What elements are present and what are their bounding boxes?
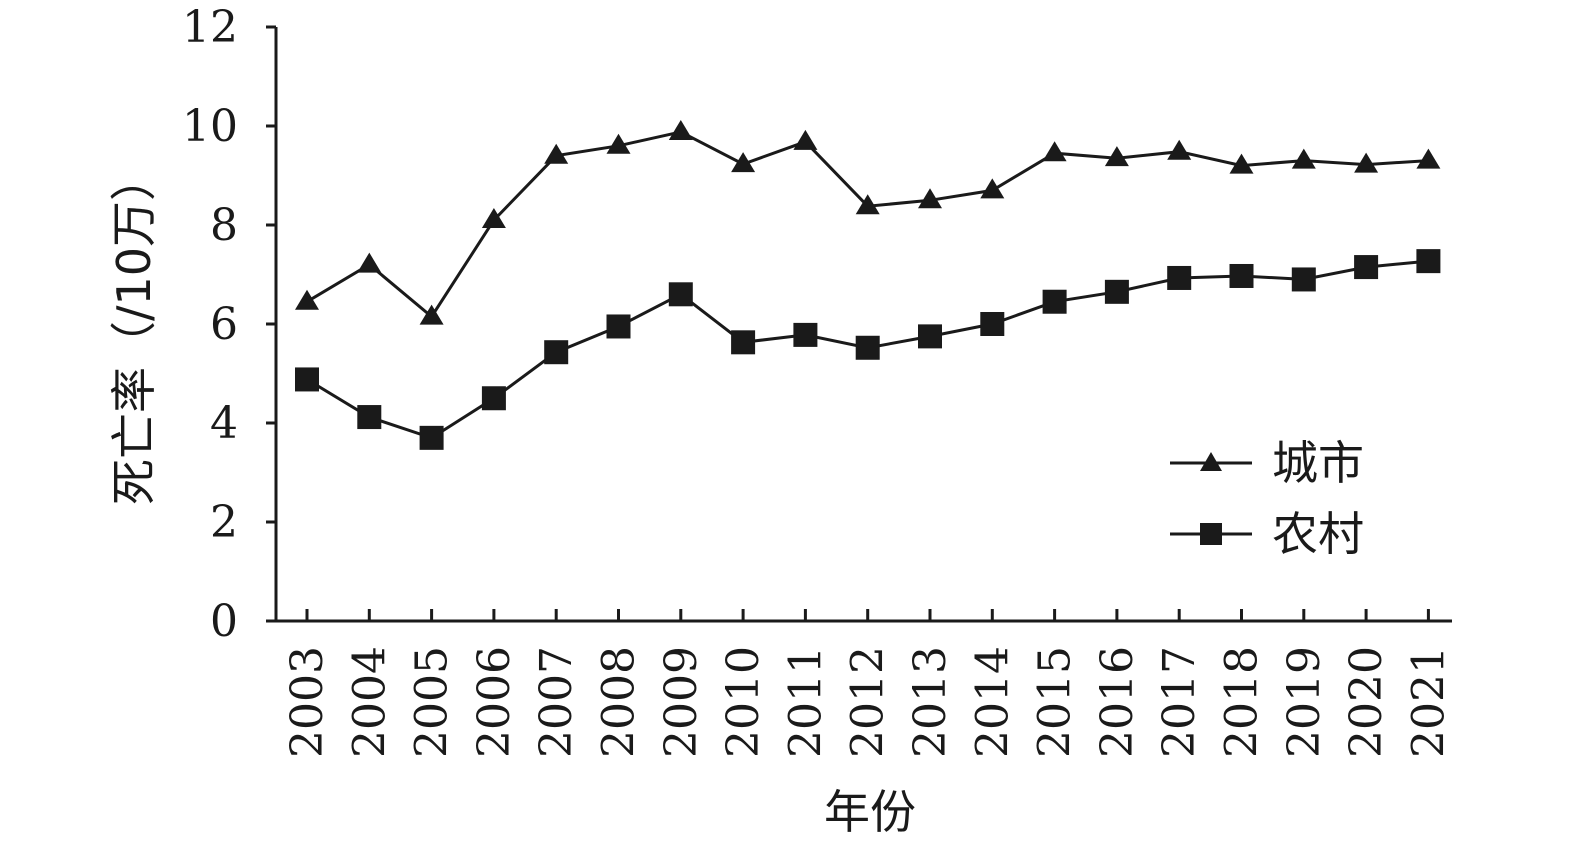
x-tick-label: 2021 <box>1403 646 1454 758</box>
x-tick-label: 2018 <box>1217 646 1268 758</box>
data-point-square <box>357 405 382 430</box>
y-ticks: 0 2 4 6 8 10 12 <box>182 2 276 647</box>
x-tick-label: 2009 <box>656 646 707 758</box>
data-point-triangle <box>295 289 319 310</box>
x-tick-label: 2016 <box>1092 646 1143 758</box>
data-point-triangle <box>731 152 756 173</box>
data-point-square <box>544 340 569 365</box>
data-point-square <box>419 425 444 450</box>
data-point-triangle <box>481 208 506 229</box>
x-tick-label: 2008 <box>594 646 645 758</box>
data-point-triangle <box>1104 146 1129 167</box>
data-point-triangle <box>1042 141 1067 162</box>
x-tick-label: 2004 <box>344 646 395 758</box>
y-tick-label: 8 <box>210 200 238 251</box>
data-point-square <box>1229 263 1254 288</box>
x-tick-label: 2003 <box>282 646 333 758</box>
series-line-0 <box>306 130 1429 319</box>
y-tick-label: 2 <box>210 497 238 548</box>
data-point-square <box>1042 289 1067 314</box>
data-point-square <box>1104 279 1129 304</box>
data-point-triangle <box>357 252 382 273</box>
data-point-triangle <box>793 129 818 150</box>
data-point-triangle <box>419 304 444 325</box>
legend-square-marker <box>1200 523 1222 545</box>
data-point-square <box>731 330 756 355</box>
x-axis-title: 年份 <box>824 785 916 839</box>
x-tick-label: 2007 <box>531 646 582 758</box>
data-point-square <box>1291 267 1316 292</box>
data-point-triangle <box>1291 148 1316 169</box>
data-point-square <box>918 324 942 349</box>
series-group <box>295 119 1441 450</box>
y-axis-title: 死亡率（/10万） <box>107 155 161 505</box>
data-point-square <box>980 312 1005 336</box>
data-point-triangle <box>980 178 1005 199</box>
data-point-square <box>295 367 319 392</box>
x-tick-label: 2019 <box>1279 646 1330 758</box>
legend-item-rural: 农村 <box>1170 507 1364 561</box>
y-tick-label: 10 <box>182 101 238 152</box>
x-tick-label: 2012 <box>843 646 894 758</box>
x-tick-label: 2020 <box>1341 646 1392 758</box>
data-point-triangle <box>1167 139 1192 160</box>
data-point-triangle <box>1416 148 1441 169</box>
x-tick-label: 2013 <box>905 646 956 758</box>
y-tick-label: 12 <box>182 2 238 53</box>
y-tick-label: 4 <box>210 398 238 449</box>
x-tick-label: 2010 <box>718 646 769 758</box>
x-tick-label: 2017 <box>1154 646 1205 758</box>
x-tick-label: 2014 <box>967 646 1018 758</box>
data-point-triangle <box>918 188 942 209</box>
x-tick-label: 2006 <box>469 646 520 758</box>
data-point-triangle <box>668 119 693 140</box>
data-point-square <box>668 282 693 307</box>
data-point-square <box>481 386 506 411</box>
legend-label-rural: 农村 <box>1272 507 1364 561</box>
data-point-square <box>1167 265 1192 290</box>
data-point-square <box>855 335 880 360</box>
y-tick-label: 0 <box>210 596 238 647</box>
data-point-triangle <box>1354 152 1379 173</box>
x-tick-label: 2015 <box>1030 646 1081 758</box>
data-point-triangle <box>544 143 569 164</box>
data-point-square <box>1354 255 1379 280</box>
data-point-square <box>793 322 818 347</box>
data-point-triangle <box>1229 153 1254 174</box>
data-point-square <box>606 314 631 339</box>
data-point-triangle <box>606 133 631 154</box>
x-tick-label: 2005 <box>407 646 458 758</box>
data-point-triangle <box>855 194 880 215</box>
legend-item-urban: 城市 <box>1170 436 1364 490</box>
legend-label-urban: 城市 <box>1272 436 1364 490</box>
y-tick-label: 6 <box>210 299 238 350</box>
x-ticks: 2003 2004 2005 2006 2007 2008 2009 2010 2011 2012… <box>282 609 1454 758</box>
x-tick-label: 2011 <box>780 646 831 758</box>
data-point-square <box>1416 249 1441 274</box>
legend-triangle-marker <box>1200 452 1222 471</box>
legend: 城市 农村 <box>1170 436 1364 561</box>
